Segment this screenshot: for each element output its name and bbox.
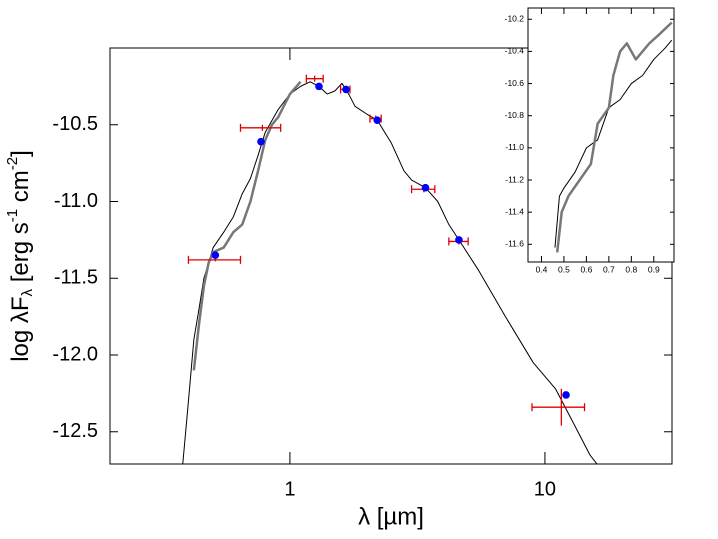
y-tick-label: -12.5 [52,420,98,442]
x-tick-label: 0.6 [580,264,592,274]
x-tick-label: 0.7 [603,264,615,274]
plot-content [554,21,673,253]
y-axis-label-part: ] [7,150,34,157]
y-axis-label-part: λ [19,288,36,296]
x-tick-label: 0.9 [648,264,660,274]
y-tick-label: -11.0 [505,142,524,152]
model-point [421,183,430,192]
x-tick-label: 1 [284,478,295,500]
y-tick-label: -11.2 [505,174,524,184]
x-tick-label: 0.5 [558,264,570,274]
y-axis-label-part: [erg s [7,222,34,289]
model-point [342,85,350,94]
model-point [315,82,323,91]
y-tick-label: -11.6 [505,239,524,249]
spectrum-line [555,21,673,253]
plot-frame [527,7,675,263]
spectrum-line [192,80,302,371]
y-tick-label: -10.5 [52,113,98,135]
y-tick-label: -11.4 [505,206,524,216]
model-point [373,116,382,124]
x-tick-label: 0.4 [536,264,548,274]
plot-content [182,74,598,464]
y-tick-label: -10.2 [505,14,525,24]
y-tick-label: -10.6 [505,78,525,88]
model-point [211,251,220,260]
spectrum-line [182,81,598,464]
x-tick-label: 0.8 [625,264,637,274]
x-axis-label: λ [µm] [358,503,424,530]
y-tick-label: -11.5 [54,267,98,289]
x-tick-label: 10 [534,478,556,500]
model-point [562,391,570,399]
plot-area [528,8,674,262]
y-tick-label: -11.0 [54,190,98,212]
y-axis-label: log λFλ [erg s-1 cm-2] [4,150,36,362]
y-tick-label: -12.0 [52,343,98,365]
model-point [455,236,463,244]
y-tick-label: -10.8 [505,110,525,120]
y-axis-label-part: log λF [7,296,34,361]
y-tick-label: -10.4 [505,46,525,56]
y-axis-label-part: -2 [4,157,21,170]
model-point [257,137,265,146]
y-axis-label-part: -1 [4,209,21,222]
y-axis-label-part: cm [7,170,34,209]
